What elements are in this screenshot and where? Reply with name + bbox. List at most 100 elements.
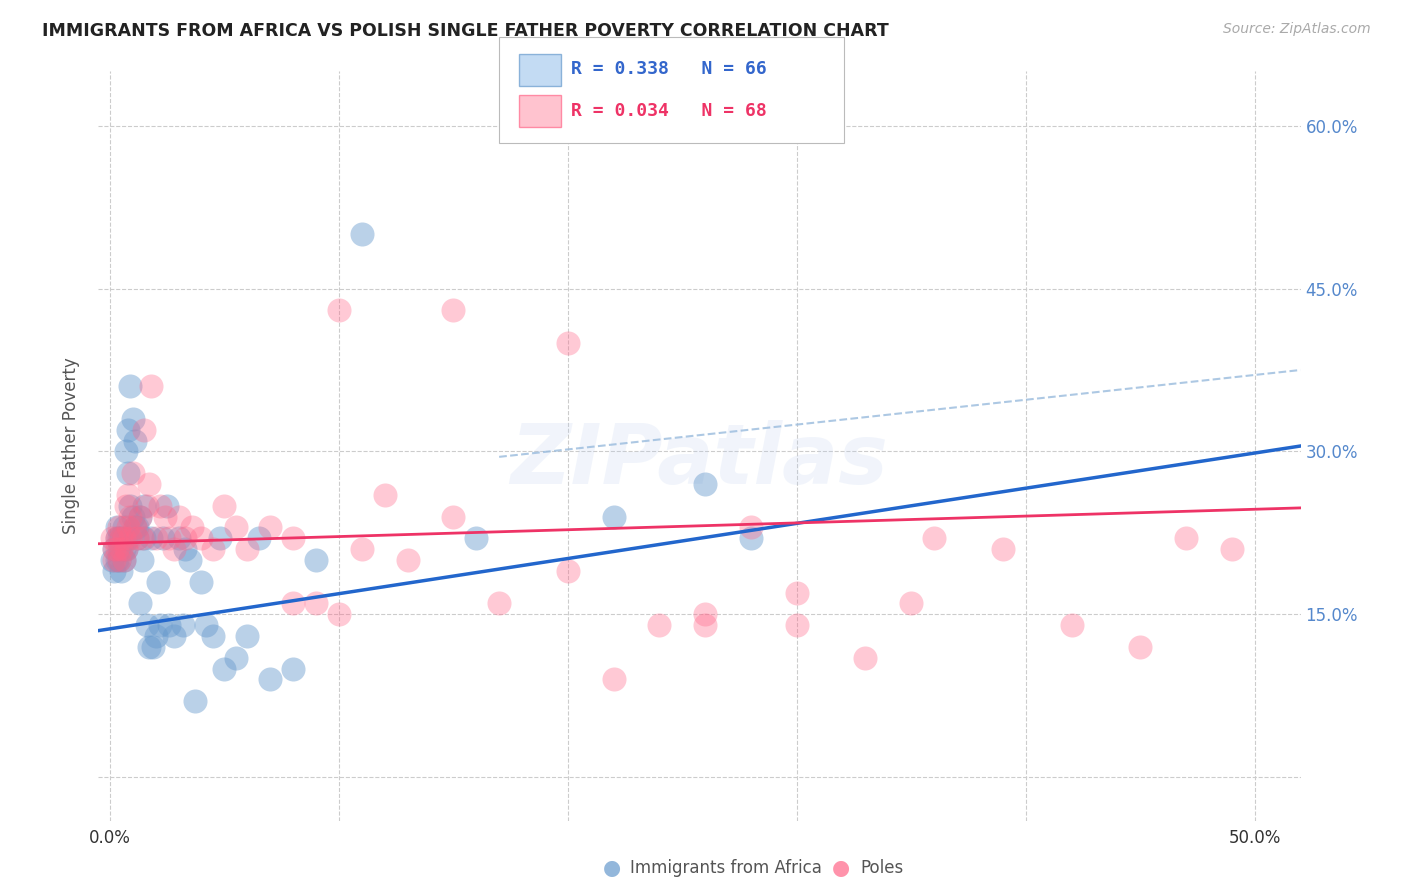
Point bbox=[103, 542, 125, 557]
Point bbox=[101, 553, 124, 567]
Point bbox=[128, 509, 150, 524]
Point bbox=[121, 509, 143, 524]
Point bbox=[786, 618, 808, 632]
Text: ●: ● bbox=[603, 858, 620, 878]
Point bbox=[648, 618, 671, 632]
Point bbox=[127, 531, 149, 545]
Point bbox=[108, 553, 131, 567]
Point bbox=[167, 531, 190, 545]
Point bbox=[135, 499, 157, 513]
Point bbox=[115, 499, 138, 513]
Point bbox=[153, 509, 176, 524]
Point bbox=[1220, 542, 1243, 557]
Point bbox=[441, 303, 464, 318]
Point bbox=[139, 379, 162, 393]
Point bbox=[103, 553, 125, 567]
Point bbox=[855, 650, 877, 665]
Point bbox=[236, 629, 259, 643]
Point bbox=[350, 227, 373, 242]
Point bbox=[108, 553, 131, 567]
Point bbox=[101, 531, 124, 545]
Point bbox=[149, 499, 172, 513]
Point bbox=[163, 629, 186, 643]
Point bbox=[110, 564, 132, 578]
Point bbox=[786, 585, 808, 599]
Point bbox=[281, 531, 304, 545]
Point bbox=[740, 531, 762, 545]
Point bbox=[121, 412, 143, 426]
Point bbox=[190, 531, 212, 545]
Point bbox=[305, 597, 328, 611]
Point bbox=[225, 650, 247, 665]
Point bbox=[112, 531, 135, 545]
Point bbox=[465, 531, 488, 545]
Point bbox=[900, 597, 922, 611]
Point bbox=[695, 607, 717, 622]
Point bbox=[117, 488, 139, 502]
Point bbox=[157, 618, 180, 632]
Point bbox=[105, 531, 128, 545]
Point bbox=[115, 531, 138, 545]
Point bbox=[281, 597, 304, 611]
Text: R = 0.338   N = 66: R = 0.338 N = 66 bbox=[571, 60, 766, 78]
Point bbox=[108, 542, 131, 557]
Point bbox=[120, 499, 142, 513]
Point bbox=[117, 423, 139, 437]
Text: R = 0.034   N = 68: R = 0.034 N = 68 bbox=[571, 102, 766, 120]
Point bbox=[135, 618, 157, 632]
Point bbox=[120, 379, 142, 393]
Point bbox=[195, 618, 218, 632]
Point bbox=[156, 499, 179, 513]
Point bbox=[108, 531, 131, 545]
Point bbox=[146, 574, 169, 589]
Point bbox=[134, 423, 156, 437]
Point bbox=[328, 303, 350, 318]
Point bbox=[374, 488, 396, 502]
Point bbox=[163, 542, 186, 557]
Point bbox=[112, 553, 135, 567]
Point bbox=[145, 629, 167, 643]
Point bbox=[131, 531, 153, 545]
Point bbox=[1129, 640, 1152, 654]
Text: Poles: Poles bbox=[860, 859, 904, 877]
Point bbox=[127, 520, 149, 534]
Point bbox=[488, 597, 510, 611]
Text: ZIPatlas: ZIPatlas bbox=[510, 420, 889, 501]
Point bbox=[179, 553, 201, 567]
Point bbox=[695, 477, 717, 491]
Point bbox=[131, 553, 153, 567]
Point bbox=[236, 542, 259, 557]
Point bbox=[183, 694, 205, 708]
Point bbox=[105, 542, 128, 557]
Point bbox=[138, 477, 160, 491]
Point bbox=[396, 553, 419, 567]
Point bbox=[124, 520, 146, 534]
Point bbox=[138, 640, 160, 654]
Point bbox=[305, 553, 328, 567]
Point bbox=[134, 531, 156, 545]
Point bbox=[110, 542, 132, 557]
Point bbox=[225, 520, 247, 534]
Point bbox=[281, 662, 304, 676]
Point bbox=[110, 531, 132, 545]
Point bbox=[127, 531, 149, 545]
Point bbox=[190, 574, 212, 589]
Point bbox=[110, 531, 132, 545]
Point bbox=[142, 640, 165, 654]
Point bbox=[1060, 618, 1083, 632]
Point bbox=[350, 542, 373, 557]
Point bbox=[208, 531, 231, 545]
Y-axis label: Single Father Poverty: Single Father Poverty bbox=[62, 358, 80, 534]
Point bbox=[124, 434, 146, 448]
Point bbox=[128, 597, 150, 611]
Point bbox=[1175, 531, 1198, 545]
Point bbox=[247, 531, 270, 545]
Point bbox=[115, 542, 138, 557]
Point bbox=[214, 499, 236, 513]
Point bbox=[112, 553, 135, 567]
Point bbox=[201, 542, 224, 557]
Point bbox=[167, 509, 190, 524]
Point bbox=[991, 542, 1014, 557]
Point bbox=[149, 618, 172, 632]
Point bbox=[105, 520, 128, 534]
